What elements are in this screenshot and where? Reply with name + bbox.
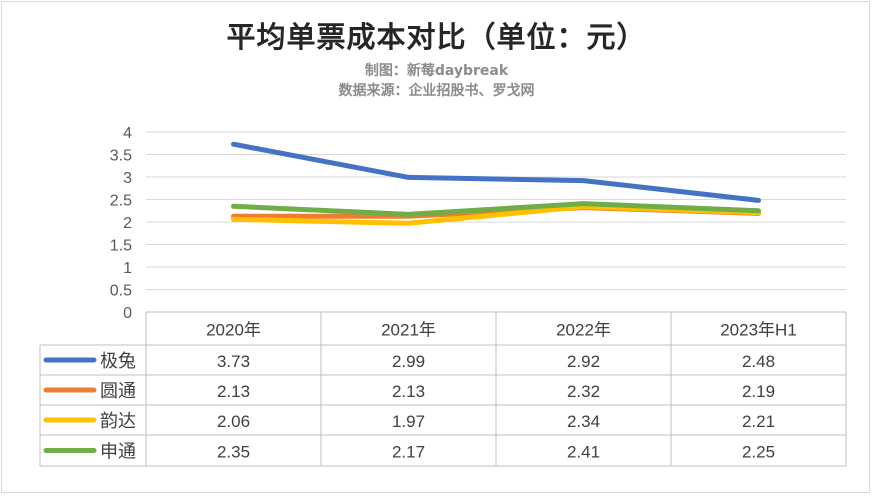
data-value-label: 2.06 [217, 412, 250, 431]
chart-subtitle-source: 数据来源：企业招股书、罗戈网 [338, 83, 535, 99]
data-value-label: 2.13 [217, 382, 250, 401]
data-value-label: 2.21 [742, 412, 775, 431]
legend-label: 申通 [100, 442, 136, 463]
y-tick-label: 2.5 [110, 193, 132, 210]
y-tick-label: 0.5 [110, 283, 132, 300]
x-category-label: 2020年 [206, 321, 261, 340]
chart-subtitle-credit: 制图：新莓daybreak [364, 63, 509, 79]
y-tick-label: 1 [123, 260, 132, 277]
data-value-label: 2.35 [217, 443, 250, 462]
data-value-label: 2.32 [567, 382, 600, 401]
data-value-label: 2.92 [567, 352, 600, 371]
y-tick-label: 3.5 [110, 148, 132, 165]
series-line-0 [231, 141, 761, 203]
data-value-label: 2.41 [567, 443, 600, 462]
y-tick-label: 4 [123, 125, 132, 142]
x-category-label: 2022年 [556, 321, 611, 340]
y-tick-label: 1.5 [110, 238, 132, 255]
data-value-label: 2.13 [392, 382, 425, 401]
y-tick-label: 3 [123, 170, 132, 187]
data-value-label: 1.97 [392, 412, 425, 431]
chart-title: 平均单票成本对比（单位：元） [226, 20, 647, 54]
x-category-label: 2021年 [381, 321, 436, 340]
y-tick-label: 0 [123, 305, 132, 322]
series-line-3 [231, 201, 761, 217]
data-value-label: 2.17 [392, 443, 425, 462]
data-value-label: 2.99 [392, 352, 425, 371]
x-category-label: 2023年H1 [720, 321, 797, 340]
legend-label: 圆通 [100, 381, 136, 402]
data-value-label: 3.73 [217, 352, 250, 371]
data-value-label: 2.34 [567, 412, 600, 431]
legend-label: 韵达 [100, 411, 136, 432]
data-value-label: 2.48 [742, 352, 775, 371]
y-tick-label: 2 [123, 215, 132, 232]
legend-label: 极兔 [100, 351, 136, 372]
data-value-label: 2.19 [742, 382, 775, 401]
data-value-label: 2.25 [742, 443, 775, 462]
